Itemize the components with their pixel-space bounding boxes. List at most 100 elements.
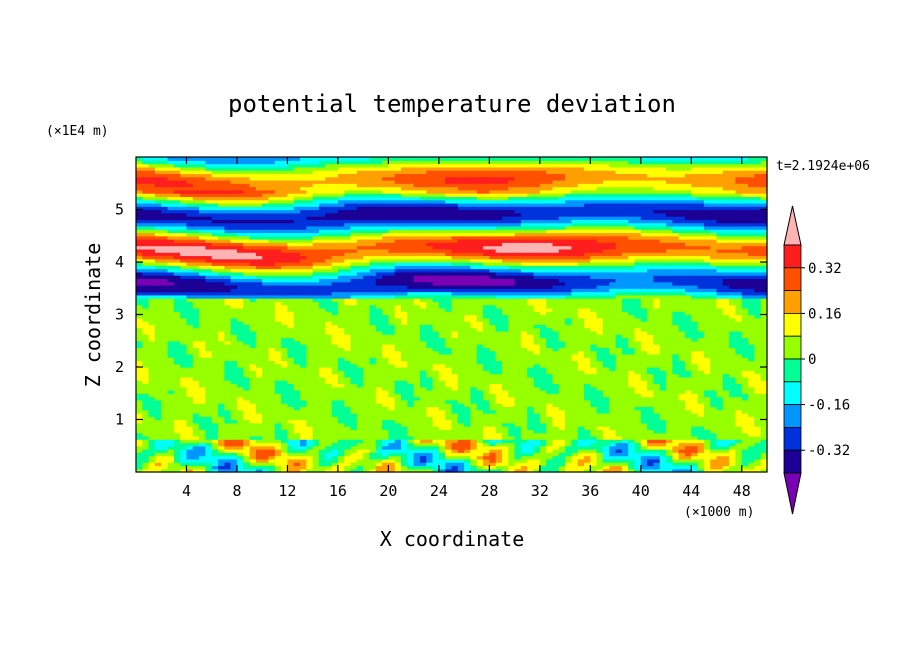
field-cell (470, 383, 478, 388)
field-cell (546, 393, 554, 398)
field-cell (426, 344, 434, 348)
field-cell (438, 321, 446, 325)
field-cell (640, 439, 648, 444)
field-cell (445, 409, 453, 414)
field-cell (407, 334, 415, 339)
field-cell (495, 370, 503, 375)
field-cell (457, 393, 465, 398)
field-cell (552, 419, 560, 424)
field-cell (514, 321, 522, 325)
field-cell (230, 449, 238, 453)
field-cell (577, 367, 585, 371)
field-cell (546, 340, 554, 345)
field-cell (205, 334, 213, 339)
field-cell (344, 389, 352, 394)
field-cell (287, 439, 295, 444)
field-cell (199, 353, 207, 358)
field-cell (678, 468, 686, 473)
field-cell (457, 376, 465, 381)
field-cell (489, 445, 497, 450)
field-cell (697, 429, 705, 434)
field-cell (703, 376, 711, 381)
field-cell (571, 321, 579, 325)
field-cell (318, 373, 326, 378)
field-cell (684, 324, 692, 329)
field-cell (697, 462, 705, 467)
field-cell (722, 340, 730, 345)
field-cell (760, 422, 768, 427)
field-cell (571, 412, 579, 417)
field-cell (268, 363, 276, 368)
field-cell (754, 465, 762, 470)
field-cell (413, 311, 421, 316)
field-cell (192, 324, 200, 329)
field-cell (192, 311, 200, 316)
field-cell (186, 383, 194, 388)
field-cell (312, 363, 320, 368)
field-cell (615, 373, 623, 378)
field-cell (691, 393, 699, 398)
field-cell (331, 383, 339, 388)
field-cell (154, 468, 162, 473)
field-cell (356, 357, 364, 362)
field-cell (356, 455, 364, 460)
field-cell (653, 406, 661, 411)
field-cell (716, 376, 724, 381)
field-cell (230, 396, 238, 401)
field-cell (571, 439, 579, 444)
field-cell (539, 426, 547, 430)
field-cell (413, 307, 421, 312)
field-cell (520, 435, 528, 440)
field-cell (268, 386, 276, 391)
field-cell (457, 462, 465, 467)
field-cell (268, 429, 276, 434)
field-cell (628, 353, 636, 358)
field-cell (236, 314, 244, 319)
field-cell (489, 396, 497, 401)
field-cell (722, 442, 730, 447)
field-cell (369, 380, 377, 385)
field-cell (546, 426, 554, 430)
field-cell (659, 376, 667, 381)
field-cell (754, 380, 762, 385)
field-cell (268, 324, 276, 329)
field-cell (621, 416, 629, 421)
field-cell (634, 396, 642, 401)
field-cell (659, 462, 667, 467)
field-cell (407, 452, 415, 457)
field-cell (394, 445, 402, 450)
field-cell (136, 383, 143, 388)
field-cell (546, 429, 554, 434)
field-cell (703, 324, 711, 329)
field-cell (167, 357, 175, 362)
field-cell (382, 334, 389, 339)
field-cell (527, 350, 535, 355)
field-cell (281, 347, 289, 352)
field-cell (318, 468, 326, 473)
field-cell (729, 373, 737, 378)
field-cell (527, 380, 535, 385)
field-cell (318, 435, 326, 440)
field-cell (710, 389, 718, 394)
field-cell (255, 462, 263, 467)
field-cell (211, 462, 219, 467)
field-cell (161, 455, 169, 460)
field-cell (224, 422, 232, 427)
field-cell (375, 307, 383, 312)
field-cell (154, 435, 162, 440)
field-cell (584, 376, 591, 381)
field-cell (445, 399, 453, 404)
field-cell (287, 350, 295, 355)
field-cell (476, 380, 484, 385)
field-cell (255, 311, 263, 316)
field-cell (262, 462, 270, 467)
field-cell (501, 439, 509, 444)
field-cell (401, 458, 408, 463)
field-cell (735, 462, 743, 467)
field-cell (577, 337, 585, 342)
field-cell (306, 370, 314, 375)
field-cell (533, 314, 541, 319)
field-cell (205, 409, 213, 414)
field-cell (312, 422, 320, 427)
field-cell (388, 393, 396, 398)
